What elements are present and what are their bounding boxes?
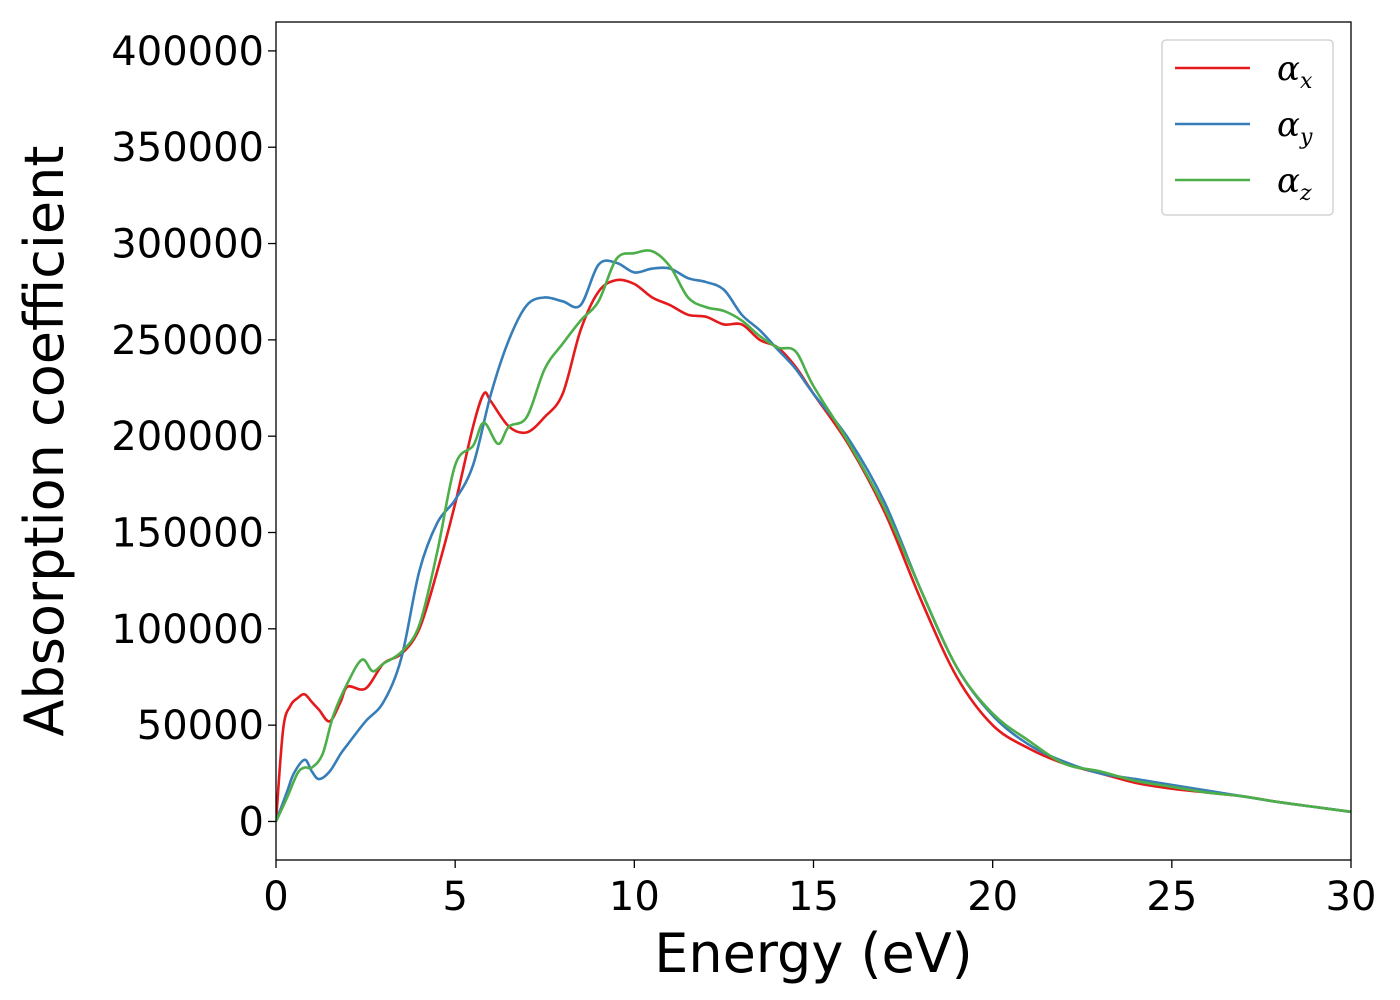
y-axis-title: Absorption coefficient xyxy=(13,146,76,737)
y-tick-label: 100000 xyxy=(111,607,264,653)
series-line-z xyxy=(276,249,1351,823)
x-tick-label: 25 xyxy=(1146,874,1197,920)
x-tick-label: 20 xyxy=(967,874,1018,920)
x-axis: 0 5 10 15 20 25 30 xyxy=(263,860,1376,920)
x-tick-label: 30 xyxy=(1326,874,1377,920)
y-tick-label: 400000 xyxy=(111,29,264,75)
series-layer xyxy=(276,249,1351,823)
y-tick-label: 250000 xyxy=(111,318,264,364)
y-tick-label: 50000 xyxy=(137,703,264,749)
x-tick-label: 10 xyxy=(609,874,660,920)
y-tick-label: 350000 xyxy=(111,125,264,171)
y-tick-label: 200000 xyxy=(111,414,264,460)
y-tick-label: 0 xyxy=(239,799,264,845)
x-tick-label: 5 xyxy=(442,874,467,920)
y-tick-label: 300000 xyxy=(111,222,264,268)
y-axis: 0 50000 100000 150000 200000 250000 300000 3500… xyxy=(111,29,276,845)
x-axis-title: Energy (eV) xyxy=(654,922,973,985)
y-tick-label: 150000 xyxy=(111,511,264,557)
legend-box xyxy=(1161,39,1334,216)
x-tick-label: 0 xyxy=(263,874,288,920)
x-tick-label: 15 xyxy=(788,874,839,920)
